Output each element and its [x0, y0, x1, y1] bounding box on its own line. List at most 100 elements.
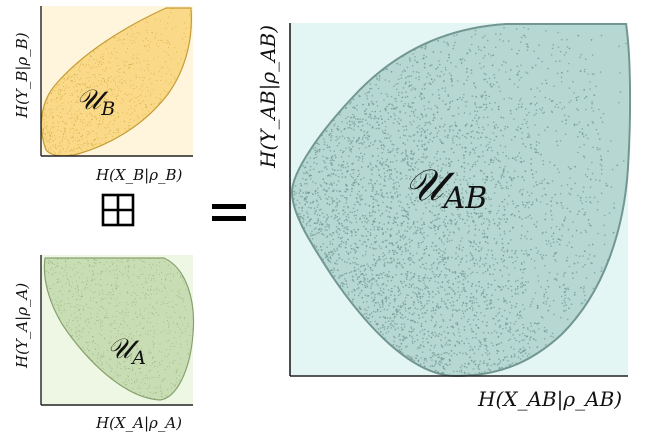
panel_b-point	[62, 135, 64, 137]
panel_a-point	[95, 283, 97, 285]
panel_ab-point	[420, 97, 423, 99]
panel_b-point	[117, 39, 119, 41]
panel_a-point	[179, 276, 181, 278]
panel_ab-point	[545, 239, 548, 242]
panel_b-point	[113, 118, 115, 120]
panel_ab-point	[575, 316, 577, 318]
panel_a-point	[108, 342, 110, 344]
panel_b-point	[86, 63, 88, 65]
panel_a-point	[87, 307, 89, 308]
panel_a-point	[99, 291, 101, 293]
panel_a-point	[110, 347, 112, 349]
panel_b-point	[77, 62, 79, 64]
panel_a-point	[141, 284, 143, 285]
panel_a-point	[142, 273, 144, 275]
panel_b-point	[76, 129, 78, 131]
panel_a-point	[139, 259, 141, 261]
panel_a-point	[61, 266, 63, 268]
panel_a-point	[92, 274, 94, 276]
panel_ab-point	[427, 287, 430, 289]
panel_a-point	[54, 263, 56, 265]
panel_a-point	[71, 335, 73, 337]
panel_ab-point	[393, 259, 395, 262]
panel_b-point	[165, 27, 167, 29]
panel_ab-point	[308, 219, 311, 221]
panel_ab-point	[402, 258, 405, 261]
panel_b-point	[46, 98, 48, 100]
panel_a-point	[179, 335, 181, 337]
panel_b-point	[117, 116, 119, 118]
panel_a-point	[161, 396, 163, 397]
panel_a-point	[109, 270, 111, 272]
panel_ab-point	[529, 337, 531, 339]
panel_b-point	[121, 82, 123, 84]
panel_b-point	[89, 67, 91, 68]
panel_b-point	[112, 107, 113, 109]
panel_ab-point	[490, 179, 493, 182]
panel_b-point	[133, 40, 135, 42]
panel_ab-point	[474, 161, 476, 164]
panel_b-point	[83, 142, 85, 144]
panel_ab-point	[449, 106, 451, 108]
panel_ab-point	[465, 190, 467, 192]
panel_a-point	[117, 340, 118, 342]
panel_a-point	[152, 356, 154, 358]
panel_b-point	[76, 148, 78, 150]
panel_b-point	[95, 98, 97, 100]
panel_a-point	[147, 388, 148, 389]
panel_a-point	[182, 324, 184, 326]
panel_ab-point	[375, 76, 378, 78]
panel_a-point	[167, 273, 169, 275]
panel_a-point	[59, 309, 61, 311]
panel_a-point	[79, 317, 81, 319]
panel_ab-point	[535, 339, 537, 342]
panel_ab-point	[434, 331, 437, 334]
panel_a-point	[108, 358, 110, 360]
panel_a-point	[161, 290, 163, 292]
panel_ab-point	[418, 78, 420, 81]
panel_a-point	[152, 306, 154, 308]
panel_ab-point	[426, 122, 428, 124]
panel_a-point	[187, 343, 189, 345]
panel-b-y-label: H(Y_B|ρ_B)	[13, 32, 31, 119]
panel_ab-point	[499, 234, 502, 236]
panel_ab-point	[350, 271, 353, 273]
panel_a-point	[67, 278, 69, 280]
panel_ab-point	[517, 103, 520, 106]
panel_b-point	[121, 79, 123, 81]
panel_a-point	[136, 316, 138, 318]
panel_a-point	[156, 287, 158, 289]
panel_ab-point	[417, 299, 419, 301]
panel_ab-point	[469, 345, 472, 348]
panel_ab-point	[461, 364, 463, 367]
panel_a-point	[81, 281, 83, 283]
panel_b-point	[115, 84, 116, 86]
panel_ab-point	[545, 300, 548, 303]
panel_b-point	[57, 146, 59, 148]
panel_b-point	[128, 66, 130, 68]
panel_ab-point	[414, 56, 416, 58]
panel_a-point	[127, 376, 129, 378]
panel_a-point	[102, 363, 104, 365]
panel_a-point	[170, 268, 172, 270]
panel_b-point	[57, 115, 59, 117]
panel_ab-point	[462, 96, 464, 99]
panel_ab-point	[371, 273, 374, 276]
panel_b-point	[70, 79, 72, 81]
panel_ab-point	[369, 246, 372, 249]
panel_b-point	[128, 64, 130, 66]
panel_b-point	[130, 64, 132, 65]
panel_b-point	[117, 130, 119, 132]
panel_b-point	[134, 42, 136, 43]
panel_a-point	[54, 298, 56, 300]
panel_a-point	[164, 288, 166, 290]
panel_b-point	[102, 122, 104, 124]
panel_b-point	[59, 145, 61, 147]
panel_b-point	[127, 33, 129, 35]
panel_a-point	[111, 261, 113, 263]
panel_a-point	[103, 353, 105, 355]
panel_a-point	[183, 316, 185, 318]
panel_b-point	[93, 50, 95, 52]
panel_a-point	[87, 258, 89, 259]
panel_b-point	[86, 142, 88, 144]
